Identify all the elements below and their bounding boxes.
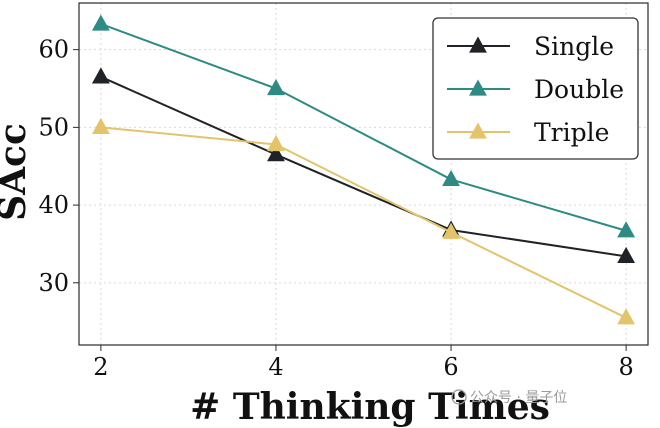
series-single-point xyxy=(91,67,110,84)
series-triple-point xyxy=(617,308,636,325)
y-tick-label: 60 xyxy=(38,36,69,64)
series-triple-point xyxy=(267,134,285,152)
series-single-line xyxy=(100,75,627,258)
x-tick-label: 4 xyxy=(268,353,283,381)
series-double-point xyxy=(442,169,460,187)
y-tick-label: 50 xyxy=(38,113,69,141)
x-tick-label: 8 xyxy=(618,353,633,381)
legend-box xyxy=(432,17,639,160)
series-double-point xyxy=(617,221,636,238)
watermark-text: 公众号 · 量子位 xyxy=(470,390,567,406)
x-tick-label: 6 xyxy=(443,353,458,381)
series-double-point xyxy=(267,78,285,96)
watermark: 公众号 · 量子位 xyxy=(451,389,567,406)
series-triple-point xyxy=(91,117,110,134)
legend: Single Double Triple xyxy=(432,17,639,160)
series-triple-line xyxy=(100,126,627,319)
tick-layer: 2 4 6 8 30 40 50 60 xyxy=(38,36,633,381)
legend-double-marker xyxy=(469,79,487,96)
series-single-point xyxy=(267,145,285,162)
legend-single-marker xyxy=(469,36,487,53)
x-tick-label: 2 xyxy=(93,353,108,381)
series-single-point xyxy=(617,246,636,264)
plot-frame xyxy=(78,2,649,346)
series-double-line xyxy=(100,23,627,232)
legend-triple-label: Triple xyxy=(534,118,609,147)
y-tick-label: 40 xyxy=(38,191,69,219)
legend-single-label: Single xyxy=(534,32,614,61)
y-axis-label: SAcc xyxy=(0,123,34,221)
legend-double-label: Double xyxy=(534,75,624,104)
watermark-icon xyxy=(451,389,467,405)
y-tick-label: 30 xyxy=(38,269,69,297)
series-triple-point xyxy=(442,222,460,239)
legend-triple-marker xyxy=(469,122,487,139)
x-axis-label: # Thinking Times xyxy=(190,386,550,428)
series-double-point xyxy=(91,14,110,31)
series-layer xyxy=(91,14,636,325)
